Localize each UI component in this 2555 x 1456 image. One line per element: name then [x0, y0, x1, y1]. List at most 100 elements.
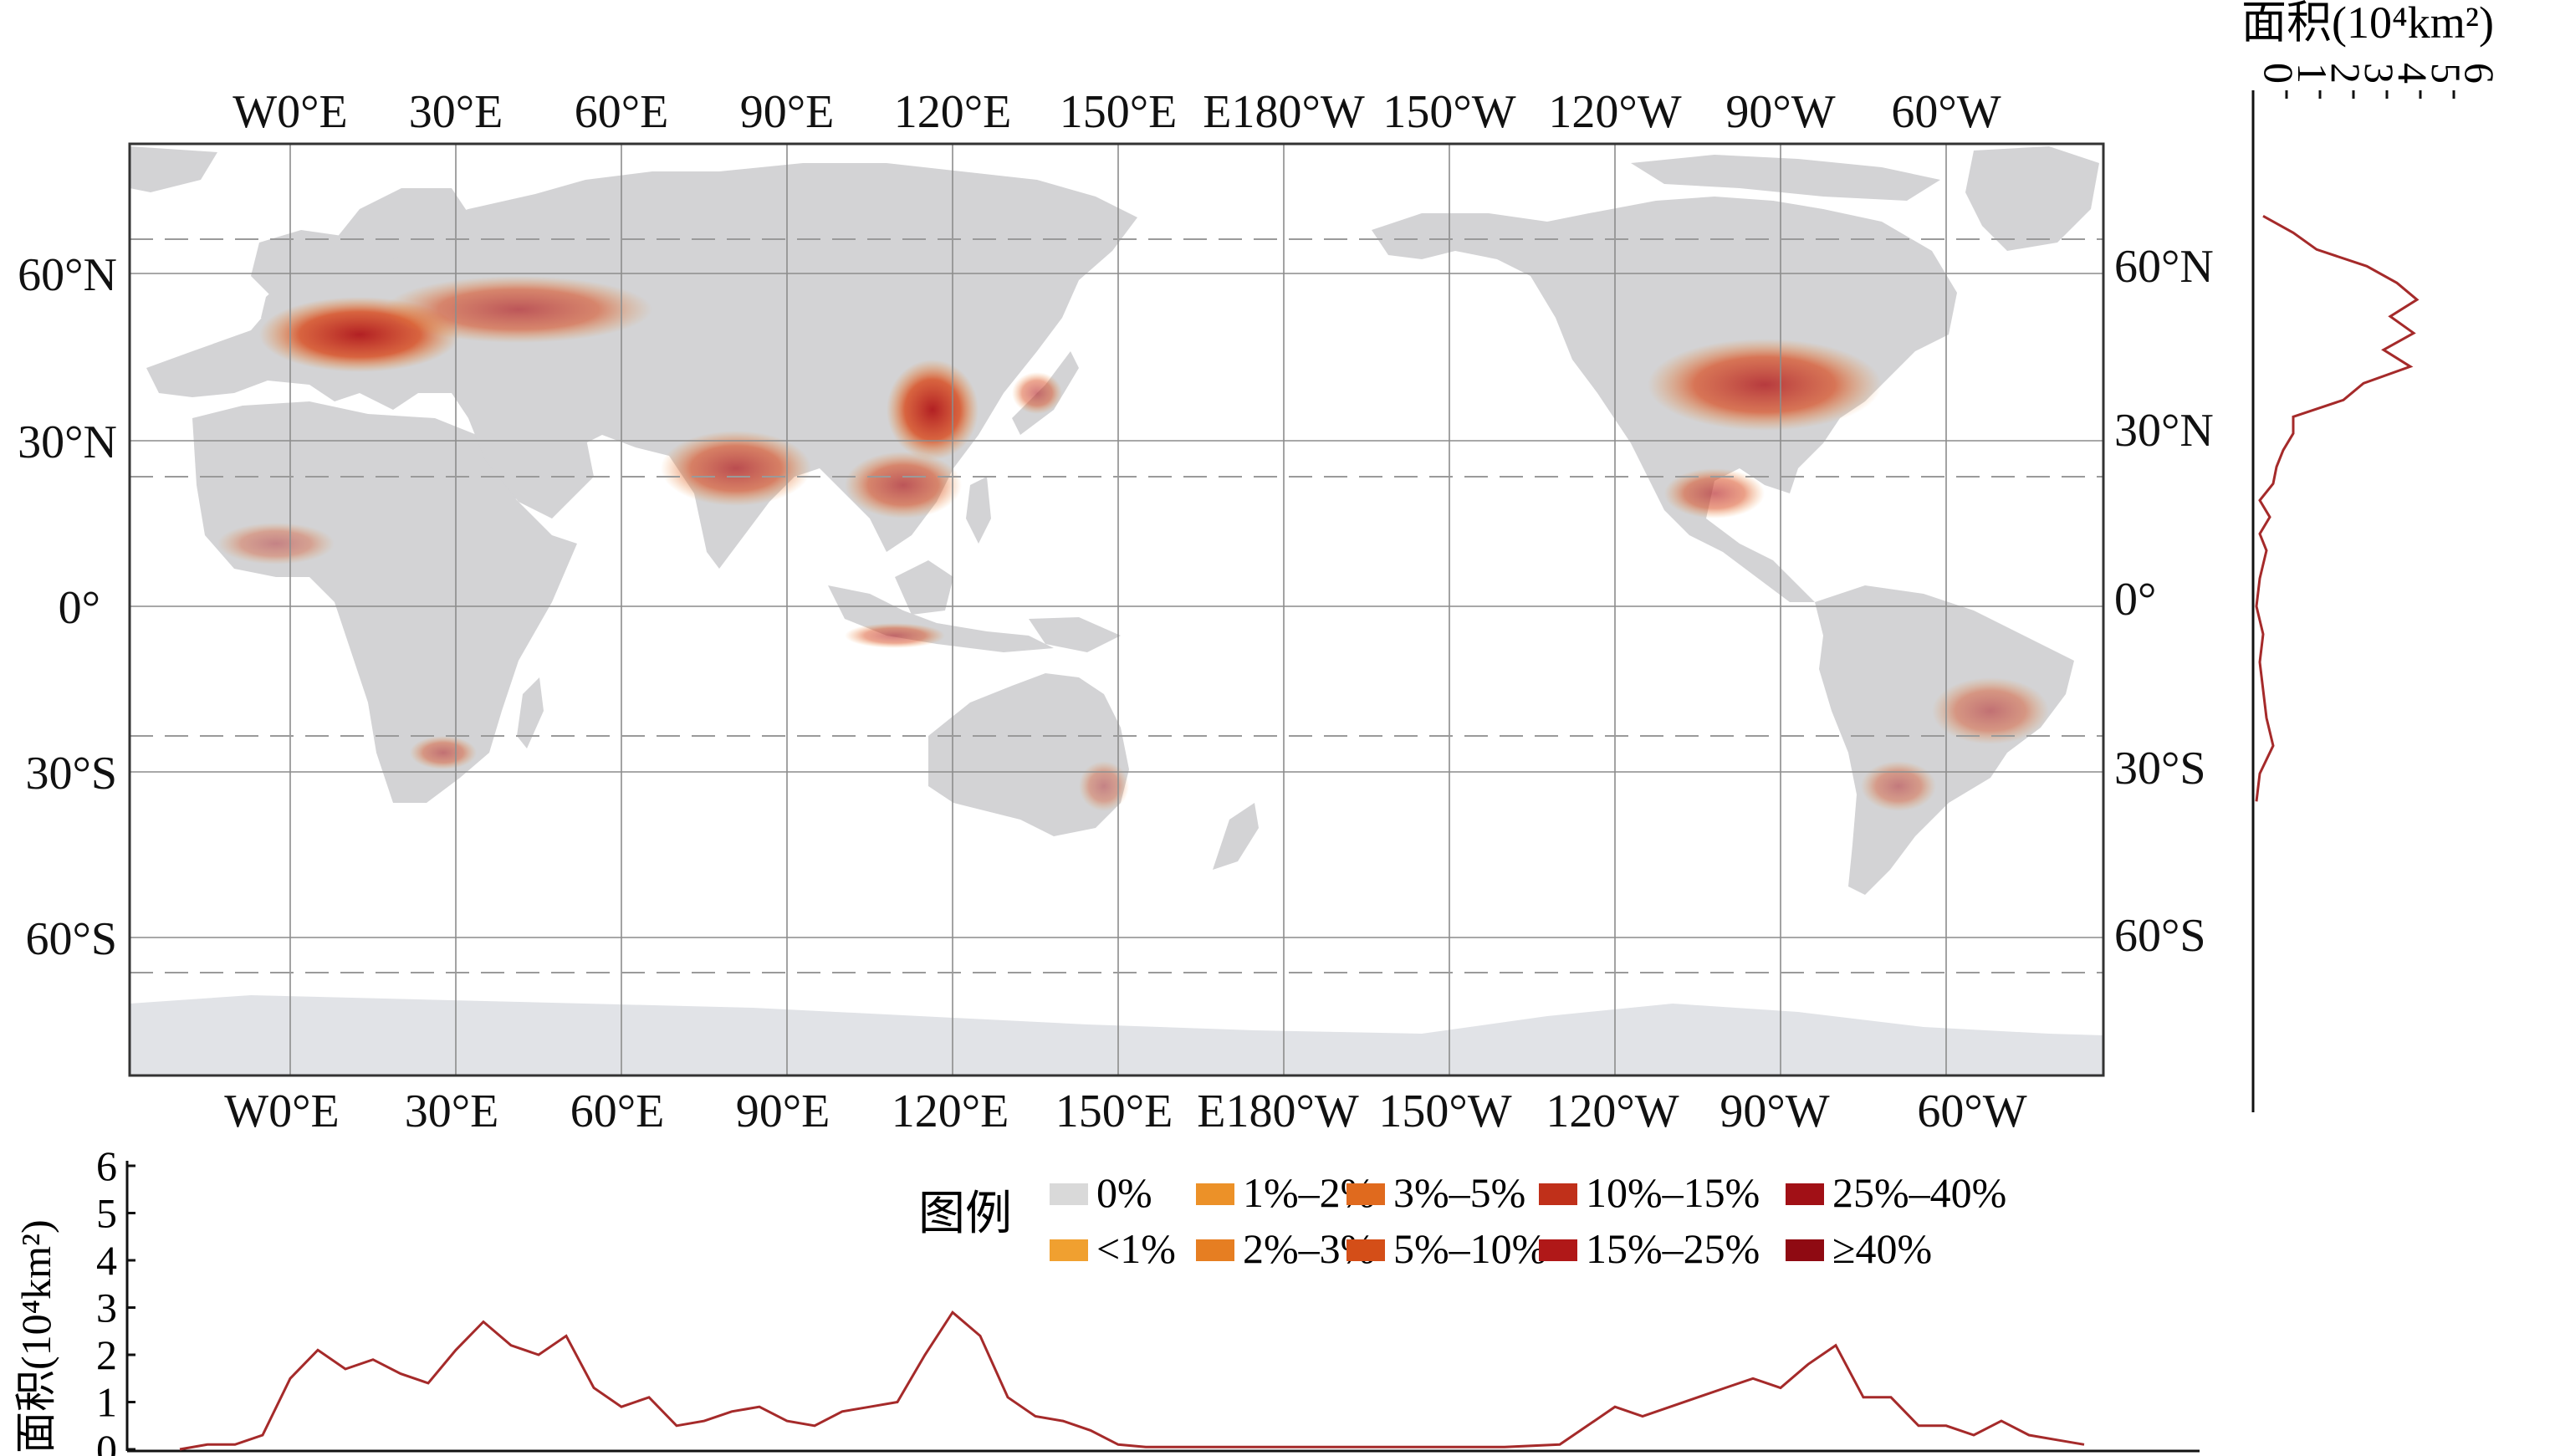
greenland	[1965, 146, 2099, 251]
legend-label: 25%–40%	[1832, 1169, 2006, 1216]
bottom-chart-ylabel-text: 面积	[13, 1370, 59, 1453]
right-chart-series-line	[2255, 214, 2420, 802]
lon-label-bottom: 60°E	[570, 1086, 665, 1137]
argentina-hotspot	[1861, 761, 1936, 811]
legend-item: 5%–10%	[1346, 1225, 1546, 1272]
philippines	[966, 477, 991, 544]
right-chart-tick-label: 1	[2289, 63, 2336, 84]
west-africa-hotspot	[217, 523, 335, 565]
africa	[192, 401, 577, 803]
indonesia	[828, 585, 1054, 652]
lon-label-bottom: 120°W	[1546, 1086, 1679, 1137]
right-chart-ylabel: 面积(10⁴km²)	[2241, 0, 2494, 48]
australia-hotspot	[1079, 761, 1129, 811]
legend-swatch	[1786, 1239, 1824, 1261]
lon-label-bottom: 120°E	[892, 1086, 1009, 1137]
new-guinea	[1029, 617, 1121, 652]
land-layer	[130, 146, 2103, 1075]
legend-swatch	[1050, 1183, 1088, 1205]
lon-label-top: 90°E	[740, 86, 835, 138]
madagascar	[517, 677, 544, 748]
legend-item: 25%–40%	[1786, 1169, 2006, 1216]
lat-label-right: 60°N	[2114, 241, 2214, 293]
legend-swatch	[1346, 1239, 1385, 1261]
lon-label-bottom: 90°E	[736, 1086, 830, 1137]
bottom-chart-tick-label: 2	[96, 1331, 117, 1378]
lat-label-left: 30°N	[18, 416, 117, 468]
legend-swatch	[1786, 1183, 1824, 1205]
lat-label-right: 30°S	[2114, 743, 2206, 794]
bottom-chart-ylabel-unit: (10⁴km²)	[13, 1219, 59, 1370]
right-chart-tick-label: 3	[2356, 63, 2403, 84]
cropland-overlay	[217, 276, 2049, 811]
bottom-chart-tick-label: 4	[96, 1237, 117, 1284]
right-chart-tick-label: 6	[2456, 63, 2503, 84]
bottom-chart-series-line	[179, 1310, 2085, 1451]
legend-label: 10%–15%	[1586, 1169, 1760, 1216]
bottom-chart-tick-label: 6	[96, 1142, 117, 1189]
right-chart-tick-label: 4	[2389, 63, 2436, 84]
legend-label: 15%–25%	[1586, 1225, 1760, 1272]
usa-hotspot	[1648, 339, 1882, 431]
south-america	[1815, 585, 2074, 895]
lat-label-left: 60°N	[18, 249, 117, 301]
legend-swatch	[1539, 1239, 1577, 1261]
legend-label: <1%	[1096, 1225, 1176, 1272]
lon-label-bottom: 90°W	[1720, 1086, 1829, 1137]
legend-swatch	[1050, 1239, 1088, 1261]
mexico-hotspot	[1664, 468, 1765, 519]
south-africa-hotspot	[410, 736, 477, 769]
right-chart-tick-label: 2	[2322, 63, 2369, 84]
legend-item: <1%	[1050, 1225, 1176, 1272]
lon-label-top: 120°W	[1548, 86, 1681, 138]
indonesia-hotspot	[845, 623, 945, 648]
russia-hotspot	[385, 276, 652, 343]
south-china-hotspot	[845, 452, 962, 519]
legend-item: 15%–25%	[1539, 1225, 1760, 1272]
lat-label-left: 60°S	[25, 913, 117, 965]
legend-swatch	[1196, 1239, 1234, 1261]
brazil-hotspot	[1932, 677, 2049, 744]
lat-label-right: 60°S	[2114, 910, 2206, 962]
australia	[928, 673, 1129, 836]
lat-label-right: 0°	[2114, 574, 2156, 626]
lon-label-bottom: 30°E	[405, 1086, 499, 1137]
legend-item: ≥40%	[1786, 1225, 1932, 1272]
lon-label-bottom: 150°E	[1055, 1086, 1173, 1137]
lon-label-bottom: E180°W	[1197, 1086, 1359, 1137]
lon-label-top: 150°E	[1060, 86, 1178, 138]
lon-label-top: 60°W	[1891, 86, 2001, 138]
legend-label: ≥40%	[1832, 1225, 1932, 1272]
tropic-circle-lines	[130, 238, 2103, 973]
lat-label-right: 30°N	[2114, 405, 2214, 457]
top-longitude-labels: W0°E 30°E 60°E 90°E 120°E 150°E E180°W 1…	[233, 86, 2001, 138]
legend: 图例 0%<1%1%–2%2%–3%3%–5%5%–10%10%–15%15%–…	[918, 1169, 2006, 1272]
north-china-hotspot	[887, 360, 979, 460]
lon-label-bottom: 150°W	[1378, 1086, 1511, 1137]
map-frame	[128, 142, 2105, 1077]
new-zealand	[1213, 803, 1259, 870]
bottom-longitude-labels: W0°E 30°E 60°E 90°E 120°E 150°E E180°W 1…	[224, 1086, 2027, 1137]
legend-item: 10%–15%	[1539, 1169, 1760, 1216]
left-latitude-labels: 60°N 30°N 0° 30°S 60°S	[18, 249, 117, 965]
lat-label-left: 0°	[59, 582, 100, 634]
lat-label-left: 30°S	[25, 748, 117, 800]
right-latitude-labels: 60°N 30°N 0° 30°S 60°S	[2114, 241, 2214, 962]
right-chart-tick-label: 5	[2423, 63, 2470, 84]
right-chart-ylabel-text: 面积	[2241, 0, 2332, 48]
india-hotspot	[661, 431, 811, 506]
antarctica	[130, 995, 2103, 1075]
lon-label-top: 150°W	[1382, 86, 1515, 138]
bottom-chart-ylabel: 面积(10⁴km²)	[13, 1219, 59, 1453]
scandinavia	[326, 188, 468, 268]
lon-label-top: 60°E	[575, 86, 669, 138]
lon-label-top: 90°W	[1725, 86, 1835, 138]
legend-item: 2%–3%	[1196, 1225, 1375, 1272]
bottom-chart-tick-label: 1	[96, 1379, 117, 1426]
world-map: W0°E 30°E 60°E 90°E 120°E 150°E E180°W 1…	[18, 86, 2214, 1137]
lon-label-top: W0°E	[233, 86, 347, 138]
lon-label-top: 120°E	[894, 86, 1012, 138]
